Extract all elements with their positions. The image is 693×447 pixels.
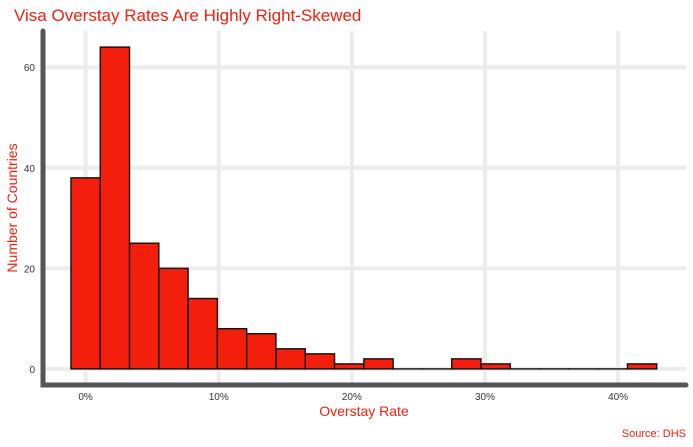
tick-labels: 0% 10% 20% 30% 40% 0 20 40 60 <box>24 63 628 403</box>
axes <box>40 28 689 388</box>
y-tick-label: 20 <box>24 264 36 275</box>
source-caption: Source: DHS <box>622 428 686 440</box>
x-tick-label: 40% <box>608 392 628 403</box>
x-tick-label: 0% <box>78 392 93 403</box>
chart-title: Visa Overstay Rates Are Highly Right-Ske… <box>14 6 361 25</box>
histogram-bar <box>128 242 160 370</box>
y-tick-label: 60 <box>24 63 36 74</box>
histogram-bar <box>99 46 131 370</box>
histogram-bar <box>363 358 394 370</box>
histogram-bar <box>333 363 365 370</box>
y-tick-label: 0 <box>29 365 35 376</box>
histogram-bar <box>450 358 482 370</box>
histogram-bar <box>275 348 306 370</box>
histogram-bars <box>70 46 658 370</box>
histogram-bar <box>70 177 101 370</box>
x-tick-label: 20% <box>342 392 362 403</box>
histogram-bar <box>304 353 336 370</box>
x-tick-label: 10% <box>209 392 229 403</box>
y-axis-title: Number of Countries <box>4 143 20 272</box>
x-tick-label: 30% <box>475 392 495 403</box>
axis-line <box>40 28 689 388</box>
histogram-bar <box>216 327 248 370</box>
histogram-bar <box>245 333 277 370</box>
histogram-bar <box>626 363 658 370</box>
histogram-bar <box>187 297 219 370</box>
histogram-bar <box>158 267 189 370</box>
y-tick-label: 40 <box>24 164 36 175</box>
x-axis-title: Overstay Rate <box>319 403 409 419</box>
histogram-bar <box>480 363 511 370</box>
